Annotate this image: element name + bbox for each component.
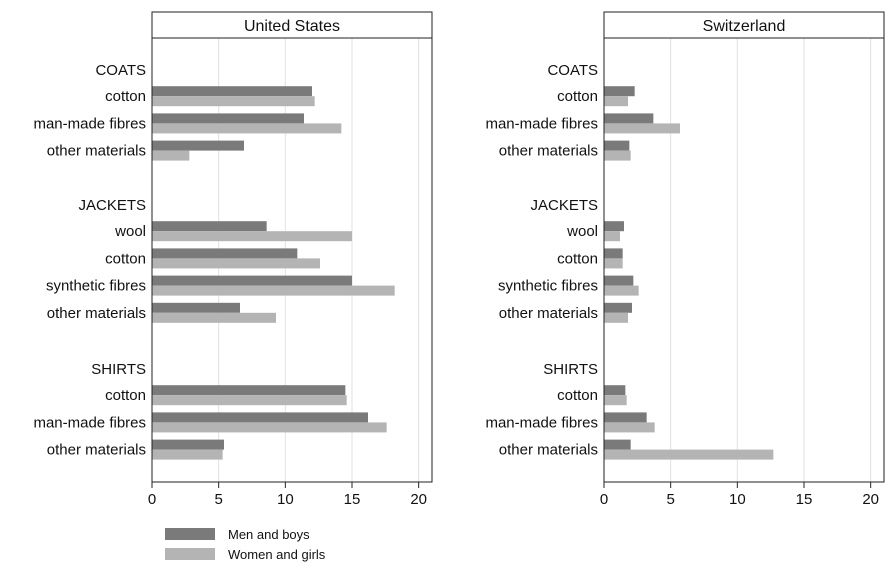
bar-men-and-boys (604, 275, 634, 286)
bar-men-and-boys (604, 248, 623, 259)
category-label: cotton (105, 250, 146, 267)
panel-frame (151, 11, 433, 483)
bar-men-and-boys (604, 439, 631, 450)
bar-men-and-boys (604, 385, 626, 396)
legend-label: Women and girls (228, 547, 326, 562)
bar-women-and-girls (152, 231, 352, 242)
category-label: man-made fibres (485, 115, 598, 132)
category-label: other materials (47, 442, 146, 459)
group-label: COATS (95, 62, 146, 79)
bar-men-and-boys (152, 113, 304, 124)
bar-women-and-girls (604, 123, 680, 134)
bar-women-and-girls (152, 449, 223, 460)
x-tick-label: 5 (666, 491, 674, 508)
bar-men-and-boys (604, 113, 654, 124)
bar-men-and-boys (152, 385, 346, 396)
bar-women-and-girls (604, 285, 639, 296)
x-tick-label: 0 (600, 491, 608, 508)
category-label: other materials (499, 305, 598, 322)
bar-men-and-boys (604, 140, 630, 151)
category-label: cotton (105, 88, 146, 105)
bar-men-and-boys (152, 140, 244, 151)
category-label: other materials (499, 143, 598, 160)
legend-swatch (165, 548, 215, 560)
bar-women-and-girls (604, 395, 627, 406)
bar-men-and-boys (604, 302, 632, 313)
bar-women-and-girls (152, 150, 190, 161)
category-label: man-made fibres (33, 115, 146, 132)
bar-men-and-boys (152, 439, 224, 450)
category-label: other materials (47, 305, 146, 322)
bar-women-and-girls (152, 96, 315, 107)
panel-frame (603, 11, 885, 483)
bar-men-and-boys (152, 302, 240, 313)
category-label: cotton (105, 387, 146, 404)
category-label: other materials (499, 442, 598, 459)
panel-title: Switzerland (703, 18, 786, 35)
bar-women-and-girls (152, 123, 342, 134)
bar-men-and-boys (152, 275, 352, 286)
x-tick-label: 15 (344, 491, 361, 508)
bar-women-and-girls (604, 150, 631, 161)
category-label: wool (114, 223, 146, 240)
category-label: other materials (47, 143, 146, 160)
bar-men-and-boys (152, 248, 298, 259)
bar-women-and-girls (604, 231, 620, 242)
x-tick-label: 10 (729, 491, 746, 508)
group-label: SHIRTS (543, 361, 598, 378)
bar-men-and-boys (152, 412, 368, 423)
category-label: wool (566, 223, 598, 240)
bar-men-and-boys (152, 86, 312, 97)
bar-women-and-girls (604, 312, 628, 323)
bar-women-and-girls (152, 395, 347, 406)
category-label: synthetic fibres (46, 278, 146, 295)
x-tick-label: 0 (148, 491, 156, 508)
x-tick-label: 20 (410, 491, 427, 508)
category-label: cotton (557, 250, 598, 267)
category-label: man-made fibres (33, 414, 146, 431)
category-label: synthetic fibres (498, 278, 598, 295)
bar-women-and-girls (604, 449, 774, 460)
group-label: JACKETS (530, 197, 598, 214)
x-tick-label: 10 (277, 491, 294, 508)
bar-women-and-girls (604, 96, 628, 107)
x-tick-label: 20 (862, 491, 879, 508)
bar-women-and-girls (152, 258, 320, 269)
bar-men-and-boys (604, 412, 647, 423)
bar-women-and-girls (152, 312, 276, 323)
bar-men-and-boys (152, 221, 267, 232)
bar-women-and-girls (604, 422, 655, 433)
bar-women-and-girls (152, 285, 395, 296)
bar-men-and-boys (604, 221, 624, 232)
group-label: SHIRTS (91, 361, 146, 378)
bar-women-and-girls (604, 258, 623, 269)
category-label: cotton (557, 88, 598, 105)
x-tick-label: 15 (796, 491, 813, 508)
bar-women-and-girls (152, 422, 387, 433)
group-label: COATS (547, 62, 598, 79)
legend-label: Men and boys (228, 527, 310, 542)
category-label: man-made fibres (485, 414, 598, 431)
category-label: cotton (557, 387, 598, 404)
group-label: JACKETS (78, 197, 146, 214)
legend-swatch (165, 528, 215, 540)
bar-men-and-boys (604, 86, 635, 97)
x-tick-label: 5 (214, 491, 222, 508)
panel-title: United States (244, 18, 340, 35)
